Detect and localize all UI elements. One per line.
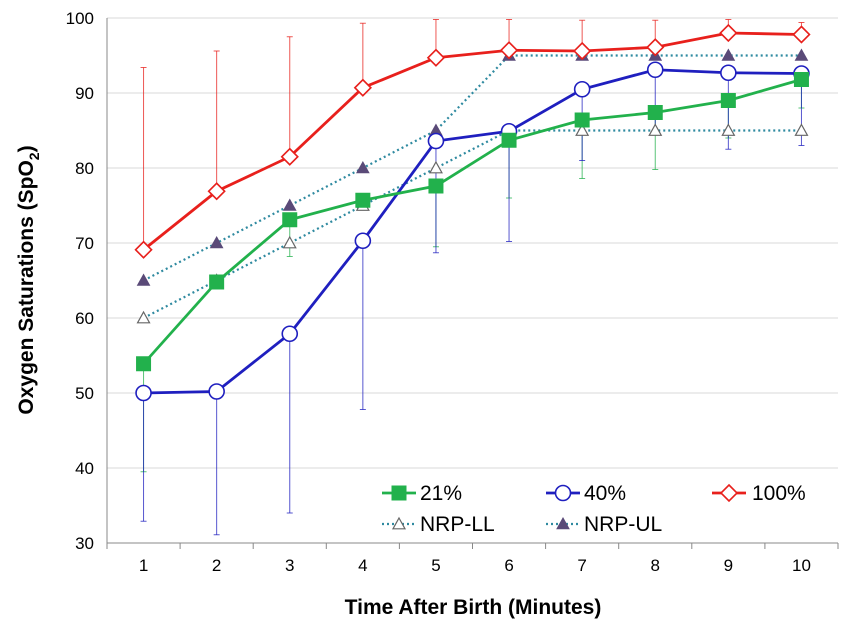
data-point-40 — [208, 383, 225, 400]
legend-marker-21 — [391, 485, 407, 501]
series-line-21 — [142, 78, 802, 365]
data-point-100 — [646, 38, 665, 57]
data-point-21 — [428, 178, 444, 194]
x-tick-label: 3 — [285, 556, 294, 575]
data-point-nrp-ll — [721, 123, 736, 136]
series-line-nrp-ul — [143, 54, 802, 282]
legend-item-40: 40% — [546, 482, 626, 505]
legend-item-nrp-ll: NRP-LL — [382, 513, 495, 536]
series-line-100 — [142, 31, 802, 251]
data-point-100 — [499, 41, 519, 60]
series-layer — [134, 23, 811, 402]
y-axis-title-main: Oxygen Saturations (SpO — [15, 160, 38, 414]
x-tick-label: 9 — [724, 556, 733, 575]
data-point-21 — [720, 93, 736, 108]
data-point-nrp-ll — [428, 160, 443, 174]
data-point-100 — [280, 147, 299, 166]
data-point-21 — [355, 192, 371, 208]
x-tick-label: 2 — [212, 556, 221, 575]
data-point-40 — [573, 80, 591, 98]
legend-marker-nrp-ll — [391, 516, 407, 530]
data-point-40 — [135, 384, 152, 402]
legend-label-nrp-ll: NRP-LL — [420, 513, 495, 536]
legend: 21% 40% 100% NRP-LL NRP-UL — [382, 482, 806, 536]
series-line-nrp-ll — [143, 129, 802, 319]
y-tick-label: 100 — [66, 9, 94, 28]
y-tick-label: 80 — [75, 159, 94, 178]
x-tick-label: 7 — [577, 556, 586, 575]
data-point-21 — [793, 72, 809, 87]
data-point-40 — [720, 64, 737, 82]
data-point-21 — [647, 105, 663, 120]
legend-label-21: 21% — [420, 482, 462, 505]
data-point-100 — [792, 25, 811, 44]
data-point-nrp-ul — [136, 273, 151, 286]
y-axis-title-close: ) — [15, 145, 38, 152]
grid-layer — [107, 17, 838, 544]
data-point-40 — [427, 132, 445, 150]
data-point-nrp-ul — [721, 48, 736, 61]
legend-marker-100 — [719, 483, 739, 503]
data-point-100 — [426, 48, 446, 67]
data-point-nrp-ul — [282, 198, 297, 211]
legend-label-100: 100% — [752, 482, 806, 505]
data-point-21 — [501, 132, 517, 148]
y-tick-label: 90 — [75, 84, 94, 103]
legend-item-nrp-ul: NRP-UL — [546, 513, 662, 536]
legend-marker-40 — [554, 484, 572, 502]
data-point-21 — [574, 112, 590, 128]
data-point-nrp-ll — [648, 123, 663, 136]
x-tick-label: 8 — [651, 556, 660, 575]
data-point-21 — [282, 212, 298, 228]
x-tick-label: 6 — [504, 556, 513, 575]
x-tick-label: 1 — [139, 556, 148, 575]
y-tick-label: 40 — [75, 459, 94, 478]
data-point-100 — [719, 23, 738, 43]
data-point-nrp-ul — [209, 235, 224, 249]
series-line-40 — [143, 68, 802, 395]
data-point-100 — [207, 182, 226, 201]
legend-label-nrp-ul: NRP-UL — [584, 513, 662, 536]
y-tick-label: 60 — [75, 309, 94, 328]
data-point-100 — [134, 240, 153, 259]
x-tick-label: 5 — [431, 556, 440, 575]
y-tick-label: 50 — [75, 384, 94, 403]
y-tick-label: 70 — [75, 234, 94, 253]
data-point-100 — [573, 41, 592, 61]
legend-item-100: 100% — [712, 482, 806, 505]
x-tick-label: 4 — [358, 556, 367, 575]
x-axis-title: Time After Birth (Minutes) — [345, 596, 602, 619]
y-axis-title-subscript: 2 — [26, 152, 42, 160]
data-point-40 — [646, 61, 664, 79]
data-point-nrp-ll — [282, 235, 297, 249]
y-tick-label: 30 — [75, 534, 94, 553]
legend-marker-nrp-ul — [556, 516, 570, 530]
axis-layer: 30 40 50 60 70 80 90 100 1 2 3 4 5 6 7 8 9 10 — [66, 9, 839, 575]
error-bars — [140, 19, 805, 536]
data-point-nrp-ll — [794, 123, 809, 136]
data-point-21 — [136, 356, 152, 372]
x-tick-label: 10 — [792, 556, 811, 575]
data-point-21 — [209, 274, 225, 290]
legend-item-21: 21% — [382, 482, 462, 505]
legend-label-40: 40% — [584, 482, 626, 505]
data-point-nrp-ul — [356, 160, 370, 174]
data-point-nrp-ul — [794, 48, 809, 61]
data-point-nrp-ll — [136, 310, 151, 324]
data-point-100 — [353, 78, 372, 97]
y-axis-title: Oxygen Saturations (SpO2) — [15, 145, 42, 414]
data-point-40 — [354, 232, 372, 250]
data-point-40 — [281, 325, 299, 343]
data-point-nrp-ll — [575, 123, 590, 136]
